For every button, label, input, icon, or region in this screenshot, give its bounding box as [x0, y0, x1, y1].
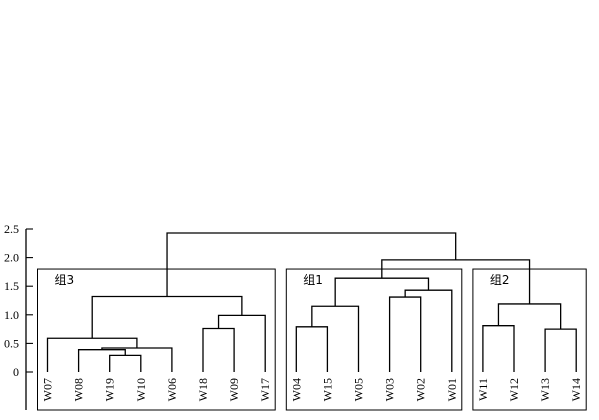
dendrogram-link [311, 305, 360, 372]
dendrogram-link [334, 277, 430, 307]
leaf-label: W01 [445, 378, 459, 401]
dendrogram-link [482, 325, 515, 372]
leaf-label: W12 [507, 378, 521, 401]
leaf-label: W08 [72, 378, 86, 401]
group-box [285, 268, 463, 411]
dendrogram-link [404, 289, 453, 372]
y-tick-label: 1.5 [4, 279, 19, 293]
dendrogram-link [91, 295, 243, 339]
dendrogram-link [101, 347, 173, 372]
dendrogram-link [544, 328, 577, 372]
leaf-label: W14 [569, 378, 583, 401]
dendrogram-link [109, 354, 142, 372]
y-tick-label: 0 [13, 365, 19, 379]
group-box [37, 268, 276, 411]
group-boxes: 组3 组1 组2 [37, 268, 587, 411]
group-label: 组1 [303, 273, 323, 287]
dendrogram-link [295, 326, 329, 372]
y-tick-label: 1.0 [4, 308, 19, 322]
y-axis: 0 0.5 1.0 1.5 2.0 2.5 [4, 222, 33, 410]
dendrogram-link [166, 232, 457, 297]
y-tick-label: 2.0 [4, 251, 19, 265]
leaf-label: W02 [414, 378, 428, 401]
leaf-label: W05 [352, 378, 366, 401]
leaf-label: W17 [258, 378, 272, 401]
leaf-label: W13 [538, 378, 552, 401]
group-label: 组2 [490, 273, 510, 287]
dendrogram-link [217, 314, 266, 372]
leaf-labels: W07 W08 W19 W10 W06 W18 W09 W17 W04 W15 W05 W03 W02 W… [41, 378, 584, 401]
group-label: 组3 [55, 273, 75, 287]
leaf-label: W15 [320, 378, 334, 401]
leaf-label: W07 [41, 378, 55, 401]
leaf-label: W19 [103, 378, 117, 401]
dendrogram-link [202, 327, 235, 372]
leaf-label: W04 [289, 378, 303, 401]
leaf-label: W11 [476, 378, 490, 401]
y-tick-label: 2.5 [4, 222, 19, 236]
dendrogram-link [388, 296, 422, 372]
dendrogram-link [77, 349, 126, 372]
leaf-label: W03 [383, 378, 397, 401]
leaf-label: W10 [134, 378, 148, 401]
leaf-label: W09 [227, 378, 241, 401]
leaf-label: W06 [165, 378, 179, 401]
leaf-label: W18 [196, 378, 210, 401]
dendrogram-links [46, 232, 577, 372]
y-tick-label: 0.5 [4, 336, 19, 350]
